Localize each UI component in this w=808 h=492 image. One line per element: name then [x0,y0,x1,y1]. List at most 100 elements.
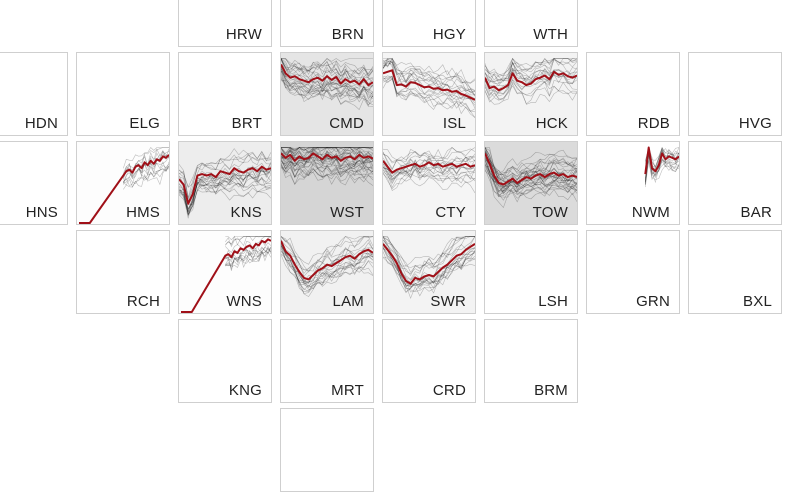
background-trace [225,245,271,268]
background-trace [281,147,373,157]
background-trace [383,245,475,294]
background-trace [485,58,577,82]
background-trace [281,157,373,178]
tile-elg: ELG [76,52,170,136]
tile-mrt: MRT [280,319,374,403]
background-trace [281,58,373,77]
sparkline-chart [281,231,373,313]
background-trace [225,250,271,271]
background-trace [383,78,475,113]
tile-code-label: HDN [24,115,58,132]
sparkline-chart [587,142,679,224]
background-trace [383,173,475,194]
tile-hdn: HDN [0,52,68,136]
background-trace [281,155,373,178]
tile-swr: SWR [382,230,476,314]
background-trace [281,236,373,274]
background-trace [485,150,577,189]
tile-bar: BAR [688,141,782,225]
background-trace [485,147,577,180]
sparkline-chart [383,142,475,224]
highlight-series-line [281,63,373,87]
background-trace [281,147,373,154]
tile-code-label: BAR [740,204,772,221]
background-trace [281,58,373,82]
background-trace [383,248,475,290]
background-trace [383,147,475,171]
background-trace [485,57,577,97]
sparkline-chart [383,231,475,313]
highlight-series-line [79,154,169,224]
tile-code-label: RCH [126,293,160,310]
background-trace [383,162,475,184]
background-trace [383,61,475,100]
background-trace [281,244,373,287]
background-trace [383,171,475,190]
background-trace [179,185,271,213]
background-trace [179,150,271,188]
tile-hms: HMS [76,141,170,225]
tile-code-label: MRT [331,382,364,399]
tile-nwm: NWM [586,141,680,225]
background-trace [383,236,475,280]
background-trace [383,58,475,94]
plot-background [281,231,373,313]
background-trace [383,236,475,269]
background-trace [281,146,373,166]
tile-wns: WNS [178,230,272,314]
sparkline-chart [383,53,475,135]
background-trace [281,147,373,152]
background-trace [485,147,577,181]
background-trace [179,174,271,216]
background-trace [485,80,577,105]
background-trace [281,158,373,178]
tile-code-label: WTH [533,26,568,43]
background-trace [383,75,475,96]
highlight-series-line [485,70,577,92]
background-trace [485,154,577,187]
background-trace [383,247,475,287]
plot-background [77,142,169,224]
background-trace [485,156,577,197]
tile-brm: BRM [484,319,578,403]
tile-code-label: GRN [636,293,670,310]
background-trace [281,240,373,277]
background-trace [383,163,475,179]
background-trace [281,236,373,273]
background-trace [225,236,271,245]
tile-code-label: BRT [231,115,262,132]
sparkline-chart [485,53,577,135]
tile-code-label: RDB [637,115,670,132]
tile-code-label: SWR [430,293,466,310]
tile-code-label: HMS [126,204,160,221]
background-trace [179,171,271,213]
background-trace [485,148,577,180]
background-trace [485,61,577,85]
background-trace [383,75,475,118]
background-trace [281,250,373,291]
background-trace [383,58,475,84]
tile-code-label: CRD [432,382,466,399]
background-trace [281,147,373,161]
background-trace [179,152,271,198]
background-trace [281,245,373,288]
background-trace [225,236,271,253]
background-trace [281,73,373,98]
tile-code-label: BRM [534,382,568,399]
background-trace [123,165,169,184]
background-trace [485,154,577,182]
tile-isl: ISL [382,52,476,136]
tile-code-label: CMD [329,115,364,132]
tile-code-label: HRW [225,26,262,43]
background-trace [485,147,577,178]
background-trace [225,246,271,263]
background-trace [123,161,169,183]
background-trace [179,173,271,210]
background-trace [281,147,373,151]
background-trace [383,60,475,97]
background-trace [383,251,475,300]
tile-code-label: WNS [226,293,262,310]
background-trace [383,236,475,289]
highlight-series-line [281,240,373,281]
background-trace [281,156,373,174]
